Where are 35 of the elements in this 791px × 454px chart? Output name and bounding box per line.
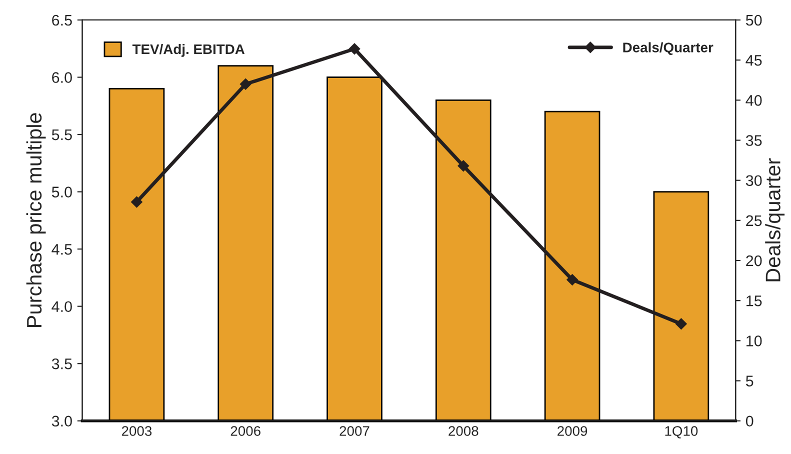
x-tick-label: 2006 [230, 426, 260, 436]
y2-axis-title: Deals/quarter [765, 158, 785, 282]
y-tick-label: 5.5 [52, 130, 72, 140]
y-axis-title: Purchase price multiple [26, 113, 46, 327]
x-tick-label: 1Q10 [665, 426, 698, 438]
legend-label: Deals/Quarter [623, 42, 714, 55]
x-tick-label: 2003 [122, 426, 152, 436]
y2-tick-label: 30 [746, 175, 762, 186]
y2-tick-label: 40 [746, 95, 762, 106]
y-tick-label: 3.0 [52, 416, 72, 427]
y2-tick-label: 25 [746, 215, 762, 226]
y2-tick-label: 45 [746, 55, 762, 66]
x-tick-label: 2007 [340, 426, 370, 436]
x-tick-label: 2009 [558, 426, 588, 436]
point [566, 274, 578, 286]
x-tick-label: 2008 [448, 426, 478, 436]
legend-label: TEV/Adj. EBITDA [132, 44, 245, 57]
y2-tick-label: 20 [746, 255, 762, 266]
point [676, 318, 687, 330]
y-tick-label: 6.5 [52, 14, 72, 26]
point [240, 78, 252, 90]
y-tick-label: 3.5 [52, 358, 72, 370]
point [131, 196, 142, 208]
y-tick-label: 4.0 [52, 301, 72, 312]
y2-tick-label: 0 [746, 416, 754, 427]
y2-tick-label: 50 [746, 14, 762, 26]
y2-tick-label: 35 [746, 135, 762, 146]
y2-tick-label: 15 [746, 296, 762, 306]
y2-tick-label: 5 [746, 376, 754, 386]
y-tick-label: 5.0 [52, 186, 72, 198]
y2-tick-label: 10 [746, 336, 762, 346]
point [348, 43, 360, 54]
point [458, 160, 469, 172]
y-tick-label: 6.0 [52, 72, 72, 83]
y-tick-label: 4.5 [52, 244, 72, 255]
